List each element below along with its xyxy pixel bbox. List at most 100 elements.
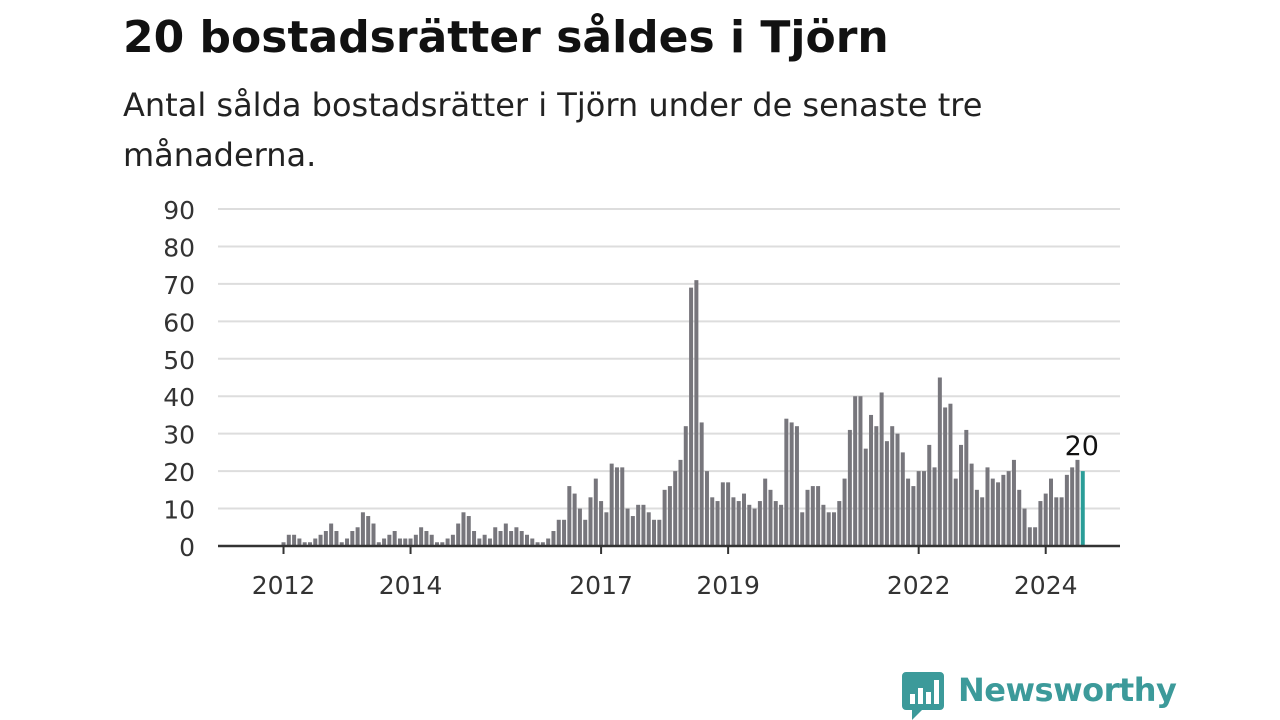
bar [959, 444, 964, 546]
bar [996, 482, 1001, 546]
bar [323, 531, 328, 546]
bar [498, 531, 503, 546]
x-tick-label: 2024 [1014, 571, 1078, 600]
bar [292, 534, 297, 546]
bar [371, 523, 376, 546]
bar [768, 489, 773, 546]
bar [784, 418, 789, 546]
bar [514, 527, 519, 546]
bar [847, 429, 852, 546]
bar [620, 467, 625, 546]
bar-highlight [1080, 471, 1085, 546]
y-tick-label: 40 [163, 383, 195, 412]
y-tick-label: 90 [163, 196, 195, 225]
bar [673, 471, 678, 546]
bar [307, 542, 312, 546]
bar [752, 508, 757, 546]
y-tick-label: 20 [163, 458, 195, 487]
bar [863, 448, 868, 546]
bar [911, 486, 916, 546]
bar [953, 478, 958, 546]
bar [318, 534, 323, 546]
y-tick-label: 50 [163, 346, 195, 375]
bar [689, 287, 694, 546]
bar [281, 542, 286, 546]
bar [302, 542, 307, 546]
bar [583, 519, 588, 546]
bar [339, 542, 344, 546]
bar [646, 512, 651, 546]
bar [334, 531, 339, 546]
bar [360, 512, 365, 546]
chart-title: 20 bostadsrätter såldes i Tjörn [123, 12, 889, 63]
bar [1027, 527, 1032, 546]
bar [794, 426, 799, 546]
bar [879, 392, 884, 546]
bar [990, 478, 995, 546]
bar [937, 377, 942, 546]
x-tick-label: 2017 [569, 571, 633, 600]
bar [704, 471, 709, 546]
bar [662, 489, 667, 546]
bar [641, 504, 646, 546]
bar [816, 486, 821, 546]
bar [509, 531, 514, 546]
bar [837, 501, 842, 546]
newsworthy-logo-text: Newsworthy [958, 671, 1177, 709]
bar [567, 486, 572, 546]
bar [625, 508, 630, 546]
bar [678, 459, 683, 546]
highlight-value-label: 20 [1065, 431, 1099, 462]
bar [710, 497, 715, 546]
bar [636, 504, 641, 546]
bar [413, 534, 418, 546]
bar [810, 486, 815, 546]
bar [657, 519, 662, 546]
bar [424, 531, 429, 546]
bar [1075, 459, 1080, 546]
bar [773, 501, 778, 546]
bar [366, 516, 371, 546]
bar [392, 531, 397, 546]
bar [757, 501, 762, 546]
bar [609, 463, 614, 546]
bar [900, 452, 905, 546]
bar [736, 501, 741, 546]
bar [297, 538, 302, 546]
bar [593, 478, 598, 546]
bar [429, 534, 434, 546]
y-tick-label: 30 [163, 421, 195, 450]
bar [387, 534, 392, 546]
bar [831, 512, 836, 546]
bar [487, 538, 492, 546]
bar [1017, 489, 1022, 546]
x-tick-label: 2019 [696, 571, 760, 600]
bar [397, 538, 402, 546]
y-tick-label: 80 [163, 233, 195, 262]
bar [599, 501, 604, 546]
bar [382, 538, 387, 546]
bar [805, 489, 810, 546]
bar [551, 531, 556, 546]
bar [286, 534, 291, 546]
bar [482, 534, 487, 546]
bar [927, 444, 932, 546]
bar [1033, 527, 1038, 546]
bar [858, 396, 863, 546]
bar [540, 542, 545, 546]
bar [524, 534, 529, 546]
bar [1022, 508, 1027, 546]
bar [1059, 497, 1064, 546]
bar [683, 426, 688, 546]
newsworthy-logo: Newsworthy [902, 668, 1177, 720]
bar [985, 467, 990, 546]
bar [477, 538, 482, 546]
bar [895, 433, 900, 546]
bar [884, 441, 889, 546]
bar [1054, 497, 1059, 546]
bar [466, 516, 471, 546]
bar [1043, 493, 1048, 546]
bar [493, 527, 498, 546]
y-tick-label: 70 [163, 271, 195, 300]
